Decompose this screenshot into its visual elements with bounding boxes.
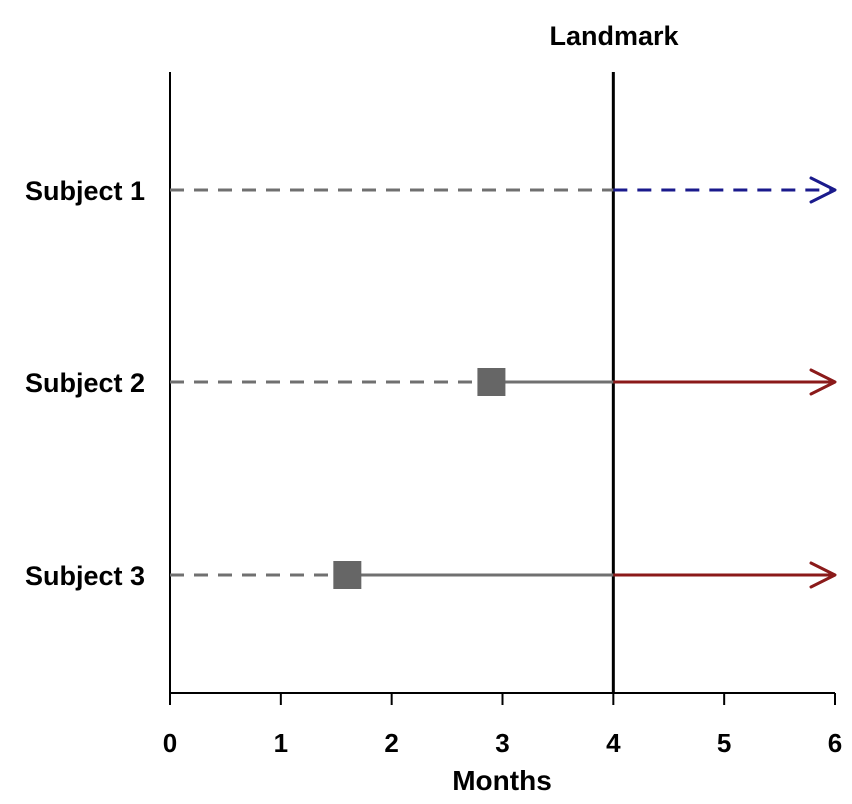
subject-2-arrowhead <box>809 368 837 396</box>
subject-2-label: Subject 2 <box>25 368 145 398</box>
x-tick-label: 3 <box>495 728 509 758</box>
x-tick-label: 6 <box>828 728 842 758</box>
x-tick-label: 5 <box>717 728 731 758</box>
subject-1-label: Subject 1 <box>25 176 145 206</box>
x-tick-label: 1 <box>274 728 288 758</box>
landmark-label: Landmark <box>549 21 679 51</box>
x-tick-label: 4 <box>606 728 621 758</box>
series-layer <box>170 176 837 589</box>
subject-3-label: Subject 3 <box>25 561 145 591</box>
subject-3-event-marker <box>333 561 362 589</box>
x-tick-label: 0 <box>163 728 177 758</box>
label-layer: 0 1 2 3 4 5 6 Months Landmark Subject 1 Subject 2 S… <box>25 21 842 796</box>
subject-2-event-marker <box>477 368 506 396</box>
subject-3-arrowhead <box>809 561 837 589</box>
x-tick-label: 2 <box>384 728 398 758</box>
subject-1-arrowhead <box>809 176 837 204</box>
x-axis-title: Months <box>452 765 552 796</box>
